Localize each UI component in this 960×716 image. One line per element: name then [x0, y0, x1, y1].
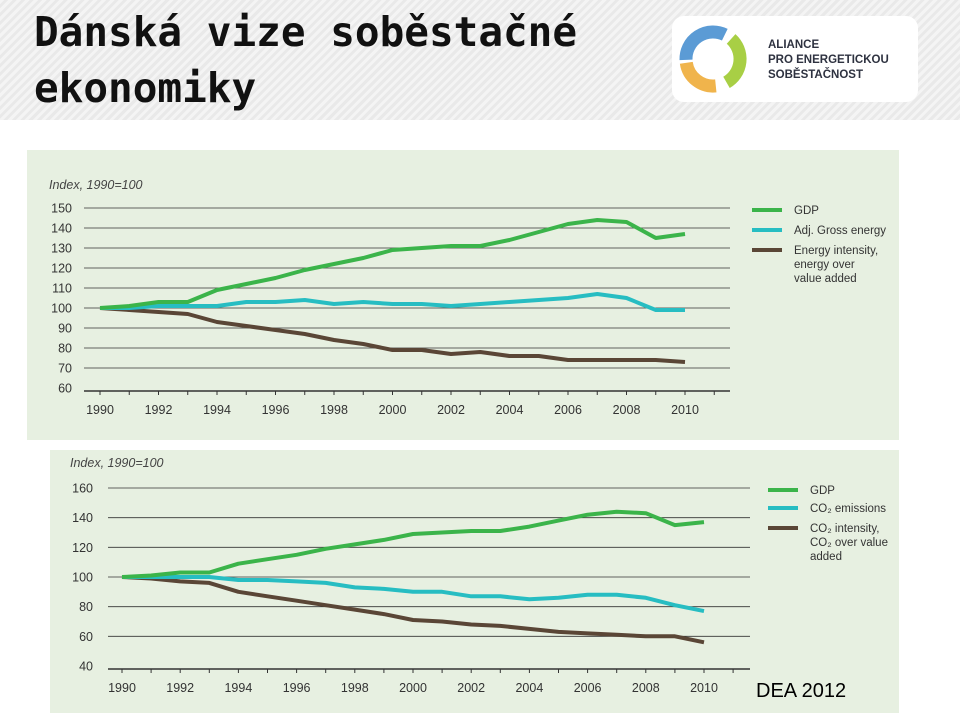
chart2-series-line-1 — [121, 509, 705, 579]
chart2-x-tick-label: 2002 — [457, 681, 485, 695]
chart-co2-panel: Index, 1990=100 40 60 80 100 120 140 160 1990 199… — [50, 450, 899, 713]
chart2-x-tick-label: 2006 — [574, 681, 602, 695]
chart1-x-tick-label: 1990 — [86, 403, 114, 417]
chart2-y-tick-label: 80 — [79, 600, 93, 614]
slide-title: Dánská vize soběstačné ekonomiky — [34, 4, 634, 116]
chart1-series-line-3 — [99, 306, 686, 364]
chart2-legend-label-1: GDP — [810, 485, 835, 497]
chart1-x-tick-label: 1992 — [145, 403, 173, 417]
chart1-y-tick-label: 90 — [58, 322, 72, 336]
chart1-x-tick-label: 2006 — [554, 403, 582, 417]
chart2-y-tick-label: 120 — [72, 541, 93, 555]
chart1-y-tick-label: 140 — [51, 222, 72, 236]
chart1-x-tick-label: 2002 — [437, 403, 465, 417]
chart1-x-tick-label: 1998 — [320, 403, 348, 417]
chart1-y-tick-label: 150 — [51, 202, 72, 216]
chart2-y-tick-label: 40 — [79, 660, 93, 674]
chart1-x-tick-label: 2010 — [671, 403, 699, 417]
chart-co2: Index, 1990=100 40 60 80 100 120 140 160 1990 199… — [70, 456, 888, 695]
chart1-x-tick-label: 1994 — [203, 403, 231, 417]
chart2-series-line-2 — [122, 575, 705, 614]
chart2-y-tick-label: 100 — [72, 571, 93, 585]
chart1-legend-label-2: Adj. Gross energy — [794, 225, 886, 237]
logo-line-3: SOBĚSTAČNOST — [768, 69, 863, 81]
chart2-x-tick-label: 1990 — [108, 681, 136, 695]
chart2-x-tick-label: 1992 — [166, 681, 194, 695]
chart1-x-tick-label: 1996 — [262, 403, 290, 417]
alliance-logo: ALIANCE PRO ENERGETICKOU SOBĚSTAČNOST — [672, 16, 918, 102]
chart2-x-tick-label: 2000 — [399, 681, 427, 695]
chart2-x-tick-label: 1998 — [341, 681, 369, 695]
chart2-x-tick-label: 1996 — [283, 681, 311, 695]
title-line-1: Dánská vize soběstačné — [34, 8, 578, 56]
chart1-y-tick-label: 80 — [58, 342, 72, 356]
chart1-x-tick-label: 2008 — [613, 403, 641, 417]
chart2-y-axis-label: Index, 1990=100 — [70, 456, 164, 470]
source-label: DEA 2012 — [756, 680, 847, 702]
chart1-legend-label-3: value added — [794, 273, 857, 285]
logo-arc-green — [722, 34, 747, 89]
chart2-x-tick-label: 2004 — [515, 681, 543, 695]
logo-wordmark: ALIANCE PRO ENERGETICKOU SOBĚSTAČNOST — [768, 38, 918, 83]
slide-header: Dánská vize soběstačné ekonomiky ALIANCE… — [0, 0, 960, 120]
chart2-legend-label-3: added — [810, 551, 842, 563]
chart2-legend-label-3: CO₂ over value — [810, 537, 888, 549]
chart1-y-tick-label: 60 — [58, 382, 72, 396]
chart1-series-line-1 — [99, 218, 686, 310]
chart1-legend-label-3: energy over — [794, 259, 855, 271]
chart2-x-tick-label: 2008 — [632, 681, 660, 695]
chart-energy: Index, 1990=100 60 70 80 90 100 110 120 130 140 15… — [49, 178, 886, 417]
chart1-legend-label-3: Energy intensity, — [794, 245, 878, 257]
chart2-legend-label-2: CO₂ emissions — [810, 503, 886, 515]
chart2-y-tick-label: 160 — [72, 482, 93, 496]
title-line-2: ekonomiky — [34, 64, 257, 112]
chart-energy-panel: Index, 1990=100 60 70 80 90 100 110 120 130 140 15… — [27, 150, 899, 440]
chart2-x-tick-label: 2010 — [690, 681, 718, 695]
logo-line-2: PRO ENERGETICKOU — [768, 54, 889, 66]
chart2-x-tick-label: 1994 — [224, 681, 252, 695]
chart1-y-tick-label: 70 — [58, 362, 72, 376]
chart1-series-line-2 — [100, 292, 685, 312]
chart1-y-tick-label: 110 — [52, 282, 72, 296]
chart1-y-tick-label: 120 — [51, 262, 72, 276]
chart1-y-tick-label: 100 — [51, 302, 72, 316]
chart1-y-axis-label: Index, 1990=100 — [49, 178, 143, 192]
logo-arc-yellow — [679, 61, 717, 93]
logo-line-1: ALIANCE — [768, 39, 820, 51]
chart2-y-tick-label: 60 — [79, 630, 93, 644]
chart1-x-tick-label: 2000 — [379, 403, 407, 417]
chart2-series-line-3 — [121, 575, 705, 645]
chart1-legend-label-1: GDP — [794, 205, 819, 217]
chart1-y-tick-label: 130 — [51, 242, 72, 256]
chart2-y-tick-label: 140 — [72, 511, 93, 525]
chart2-legend-label-3: CO₂ intensity, — [810, 523, 879, 535]
chart1-x-tick-label: 2004 — [496, 403, 524, 417]
alliance-ring-logo-icon — [679, 25, 747, 93]
logo-arc-blue — [679, 25, 728, 61]
